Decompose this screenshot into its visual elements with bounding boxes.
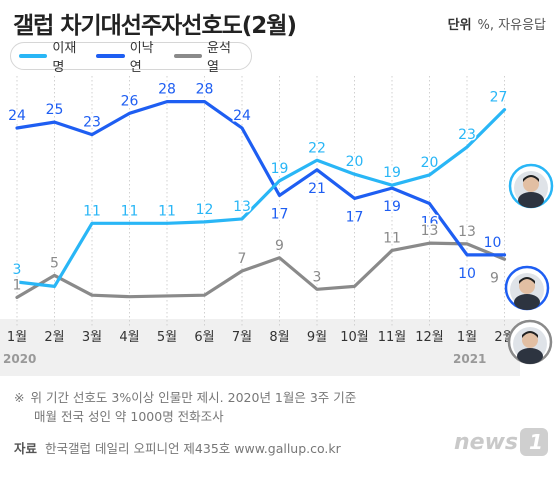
logo-text: news	[453, 429, 518, 455]
x-axis-band	[0, 319, 520, 376]
data-label-1: 23	[83, 115, 101, 131]
legend-label: 이재명	[52, 41, 77, 75]
x-tick-label: 6월	[194, 330, 214, 345]
portrait-hair	[519, 277, 535, 284]
x-tick-label: 1월	[7, 330, 27, 345]
x-tick-label: 1월	[457, 330, 477, 345]
data-label-2: 9	[275, 238, 284, 254]
footnote: ※ 위 기간 선호도 3%이상 인물만 제시. 2020년 1월은 3주 기준 매…	[14, 388, 356, 426]
data-label-0: 13	[233, 199, 251, 215]
news1-logo: news 1	[454, 428, 548, 456]
data-label-0: 20	[421, 155, 439, 171]
legend-swatch	[19, 54, 48, 58]
note-line-1: 위 기간 선호도 3%이상 인물만 제시. 2020년 1월은 3주 기준	[30, 390, 357, 405]
chart-title: 갤럽 차기대선주자선호도(2월)	[13, 13, 297, 39]
legend: 이재명 이낙연 윤석열	[10, 41, 252, 75]
data-label-1: 19	[383, 199, 401, 215]
portrait-suit	[517, 348, 543, 364]
source-text: 한국갤럽 데일리 오피니언 제435호 www.gallup.co.kr	[45, 441, 341, 456]
legend-item-yoon-seokyoul: 윤석열	[173, 37, 237, 75]
year-label: 2021	[453, 352, 486, 366]
unit-label: 단위	[447, 18, 472, 33]
data-label-1: 17	[346, 209, 364, 225]
data-label-2: 7	[238, 251, 247, 267]
portrait-face	[519, 278, 535, 294]
unit-value: %, 자유응답	[477, 18, 546, 33]
x-tick-label: 11월	[378, 330, 407, 345]
data-label-2: 9	[490, 270, 499, 286]
x-tick-label: 12월	[415, 330, 444, 345]
year-label: 2020	[3, 352, 36, 366]
note-line-2: 매월 전국 성인 약 1000명 전화조사	[34, 409, 224, 424]
data-label-2: 1	[13, 277, 22, 293]
portrait-suit	[514, 294, 540, 310]
x-tick-label: 5월	[157, 330, 177, 345]
logo-mark: 1	[529, 430, 543, 454]
data-label-0: 22	[308, 140, 326, 156]
x-tick-label: 10월	[340, 330, 369, 345]
x-tick-label: 9월	[307, 330, 327, 345]
data-label-1: 10	[484, 235, 502, 251]
legend-swatch	[173, 54, 203, 58]
data-label-0: 3	[13, 262, 22, 278]
data-label-2: 5	[50, 255, 59, 271]
series-line-1	[15, 100, 507, 257]
x-tick-label: 3월	[82, 330, 102, 345]
legend-item-lee-nakyon: 이낙연	[96, 37, 159, 75]
legend-label: 윤석열	[207, 41, 231, 75]
source-note: 자료 한국갤럽 데일리 오피니언 제435호 www.gallup.co.kr	[14, 438, 341, 457]
data-label-2: 13	[458, 224, 476, 240]
data-label-0: 19	[271, 161, 289, 177]
x-tick-label: 8월	[269, 330, 289, 345]
portrait-face	[522, 332, 538, 348]
data-label-2: 11	[383, 230, 401, 246]
data-label-0: 27	[490, 90, 508, 106]
portrait-hair	[522, 331, 538, 338]
portrait-hair	[523, 175, 539, 182]
data-label-1: 17	[271, 206, 289, 222]
data-label-1: 10	[458, 266, 476, 282]
x-tick-label: 7월	[232, 330, 252, 345]
data-label-0: 23	[458, 127, 476, 143]
unit-note: 단위 %, 자유응답	[448, 14, 546, 33]
portrait-suit	[518, 192, 544, 208]
x-tick-label: 2월	[44, 330, 64, 345]
data-label-0: 19	[383, 165, 401, 181]
data-label-1: 24	[8, 108, 26, 124]
data-label-1: 25	[46, 102, 64, 118]
data-label-0: 11	[121, 203, 139, 219]
data-label-1: 28	[196, 82, 214, 98]
data-label-1: 28	[158, 82, 176, 98]
data-label-2: 13	[421, 223, 439, 239]
source-label: 자료	[14, 441, 38, 456]
x-tick-label: 4월	[119, 330, 139, 345]
data-label-2: 3	[313, 269, 322, 285]
data-label-0: 11	[83, 203, 101, 219]
legend-label: 이낙연	[129, 41, 154, 75]
data-label-0: 11	[158, 203, 176, 219]
series-line-2	[15, 241, 507, 299]
data-label-1: 24	[233, 108, 251, 124]
data-label-1: 16	[421, 215, 439, 231]
logo-box: 1	[520, 428, 548, 456]
data-label-1: 26	[121, 93, 139, 109]
series-line-0	[15, 108, 507, 288]
legend-item-lee-jaemyung: 이재명	[19, 37, 82, 75]
data-label-0: 20	[346, 154, 364, 170]
portrait-face	[523, 176, 539, 192]
data-label-0: 12	[196, 202, 214, 218]
legend-swatch	[96, 54, 125, 58]
note-mark: ※	[14, 390, 25, 405]
data-label-1: 21	[308, 181, 326, 197]
